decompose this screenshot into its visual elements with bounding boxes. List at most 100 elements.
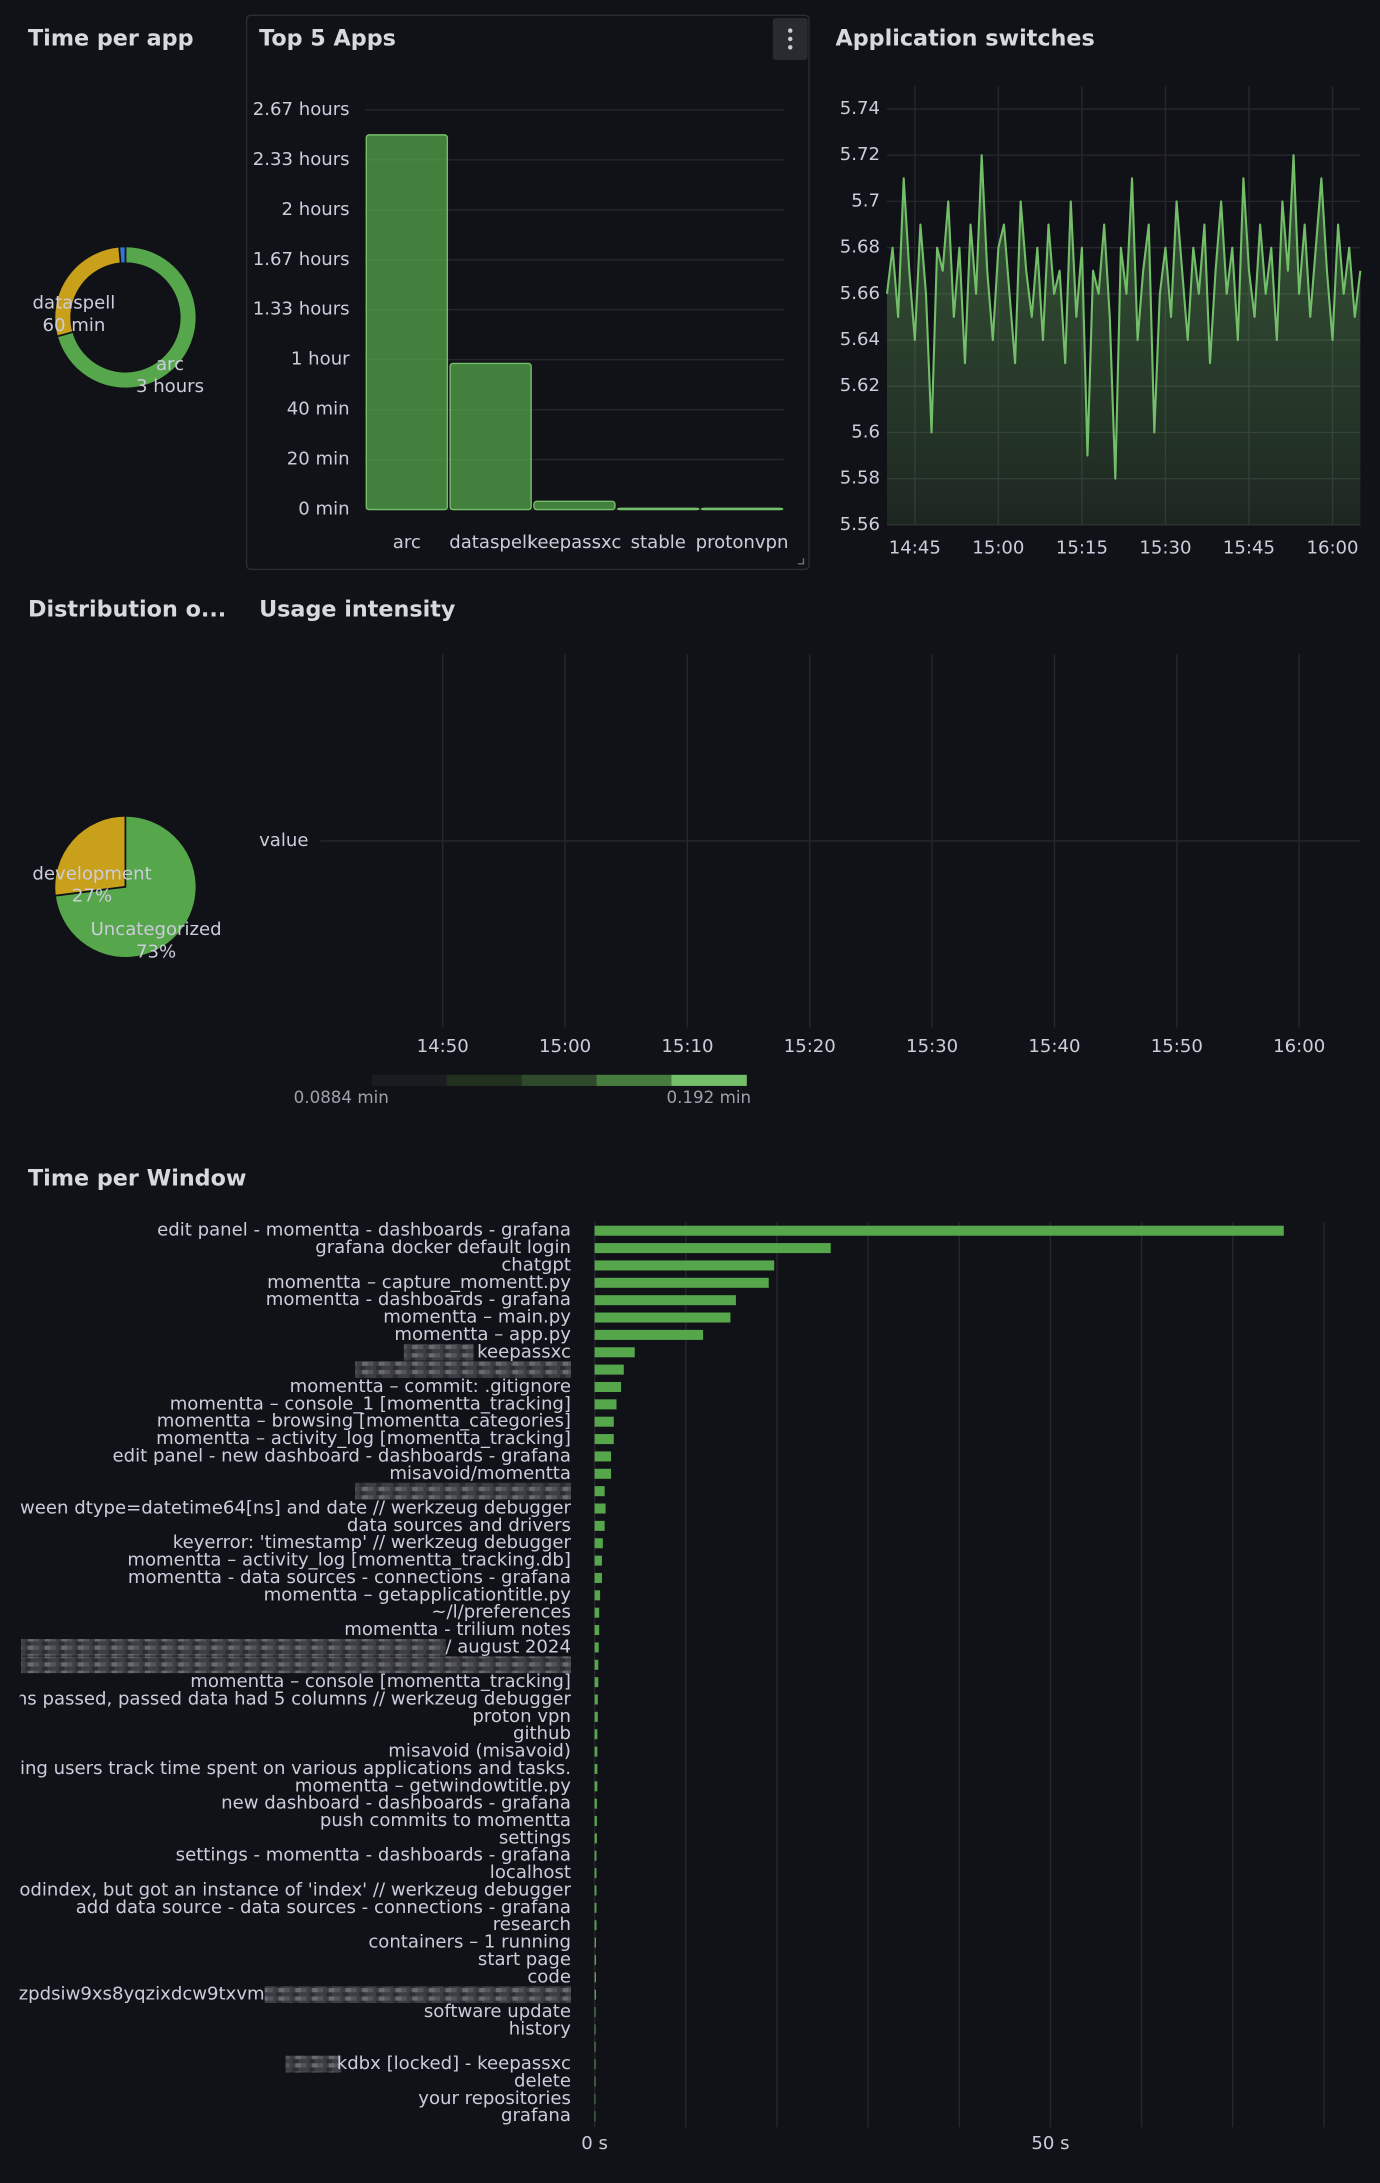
y-tick-label: / august 2024 [445,1636,571,1657]
y-tick-label: riodindex, but got an instance of 'index… [7,1879,572,1900]
x-tick-label: 14:45 [889,538,941,559]
panel-title: Usage intensity [259,596,456,622]
bar [594,1503,606,1514]
redacted-label [355,1361,571,1378]
bar [594,1868,597,1879]
y-tick-label: 5.56 [840,514,880,535]
y-tick-label: etween dtype=datetime64[ns] and date // … [2,1498,572,1519]
y-tick-label: your repositories [418,2088,571,2109]
bar [594,2024,596,2035]
bar [594,1260,775,1271]
y-tick-label: 5.68 [840,237,880,258]
y-tick-label: software update [424,2001,571,2022]
slice-value: 60 min [43,315,106,336]
panel-title: Distribution o... [28,596,226,622]
slice-value: 73% [136,941,176,962]
y-tick-label: new dashboard - dashboards - grafana [221,1793,571,1814]
x-tick-label: 15:40 [1028,1036,1080,1057]
y-tick-label: settings [499,1827,571,1848]
y-tick-label: momentta – browsing [momentta_categories… [157,1411,571,1432]
bar [617,507,700,511]
bar [594,1902,597,1913]
y-tick-label: 40 min [287,399,350,420]
bar [594,1798,597,1809]
bar [594,1572,602,1583]
bar [594,1937,597,1948]
x-tick-label: 15:15 [1056,538,1108,559]
x-tick-label: 15:00 [972,538,1024,559]
y-tick-label: momentta – main.py [383,1307,571,1328]
x-tick-label: 16:00 [1273,1036,1325,1057]
x-tick-label: dataspell [449,532,532,553]
bar [594,1590,601,1601]
legend-min: 0.0884 min [294,1087,389,1107]
y-tick-label: add data source - data sources - connect… [76,1897,571,1918]
y-tick-label: grafana docker default login [315,1237,571,1258]
y-tick-label: 5.74 [840,98,880,119]
slice-value: 3 hours [136,376,204,397]
bar [594,2076,596,2087]
y-tick-label: 5.62 [840,375,880,396]
redacted-label [403,1343,474,1361]
redacted-label [264,1986,571,2003]
y-tick-label: push commits to momentta [320,1810,571,1831]
x-tick-label: 15:20 [784,1036,836,1057]
legend-swatch [596,1074,672,1086]
bar [594,2111,596,2122]
x-tick-label: 14:50 [417,1036,469,1057]
y-tick-label: research [493,1914,571,1935]
y-tick-label: kdbx [locked] - keepassxc [337,2053,571,2074]
bar [594,1347,635,1358]
y-tick-label: momentta – getwindowtitle.py [295,1775,571,1796]
bar [594,1954,597,1965]
bar [449,362,532,511]
bar [594,1434,614,1445]
bar [594,2059,596,2070]
y-tick-label: edit panel - momentta - dashboards - gra… [157,1220,571,1241]
bar [594,1642,599,1653]
y-tick-label: 5.72 [840,144,880,165]
y-tick-label: containers – 1 running [368,1932,571,1953]
panel-title: Time per app [28,25,194,51]
bar [533,500,616,511]
bar [594,1555,602,1566]
bar [594,1295,736,1306]
x-tick-label: 50 s [1031,2133,1069,2154]
resize-handle[interactable] [797,558,805,565]
y-tick-label: misavoid (misavoid) [388,1741,571,1762]
bar [594,1468,612,1479]
x-tick-label: arc [393,532,421,553]
area [886,155,1361,525]
bar [594,1399,617,1410]
bar [594,1972,597,1983]
x-tick-label: 15:45 [1223,538,1275,559]
y-tick-label: ~/l/preferences [431,1602,571,1623]
legend-swatch [371,1074,448,1086]
line [885,154,1362,480]
redacted-label [355,1482,571,1500]
bar [594,1920,597,1931]
panel-title: Application switches [835,25,1094,51]
y-tick-label: momentta – activity_log [momentta_tracki… [127,1550,571,1571]
y-tick-label: momentta – capture_momentt.py [267,1272,571,1293]
y-tick-label: grafana [501,2105,571,2126]
bar [594,1520,605,1531]
bar [594,2006,596,2018]
y-tick-label: momentta - dashboards - grafana [266,1289,571,1310]
y-tick-label: delete [514,2070,571,2091]
x-tick-label: 16:00 [1306,538,1358,559]
bar [594,1607,600,1618]
y-tick-label: history [509,2018,571,2039]
bar [594,1625,600,1636]
y-tick-label: momentta – console_1 [momentta_tracking] [170,1393,571,1414]
redacted-label [285,2055,342,2073]
y-tick-label: momentta - data sources - connections - … [128,1567,571,1588]
y-tick-label: value [259,830,308,851]
slice-label: Uncategorized [91,919,222,940]
pie-slice [118,245,127,265]
menu-dot [788,28,793,33]
bar [594,1711,598,1722]
bar [594,1781,598,1792]
y-tick-label: start page [478,1949,571,1970]
